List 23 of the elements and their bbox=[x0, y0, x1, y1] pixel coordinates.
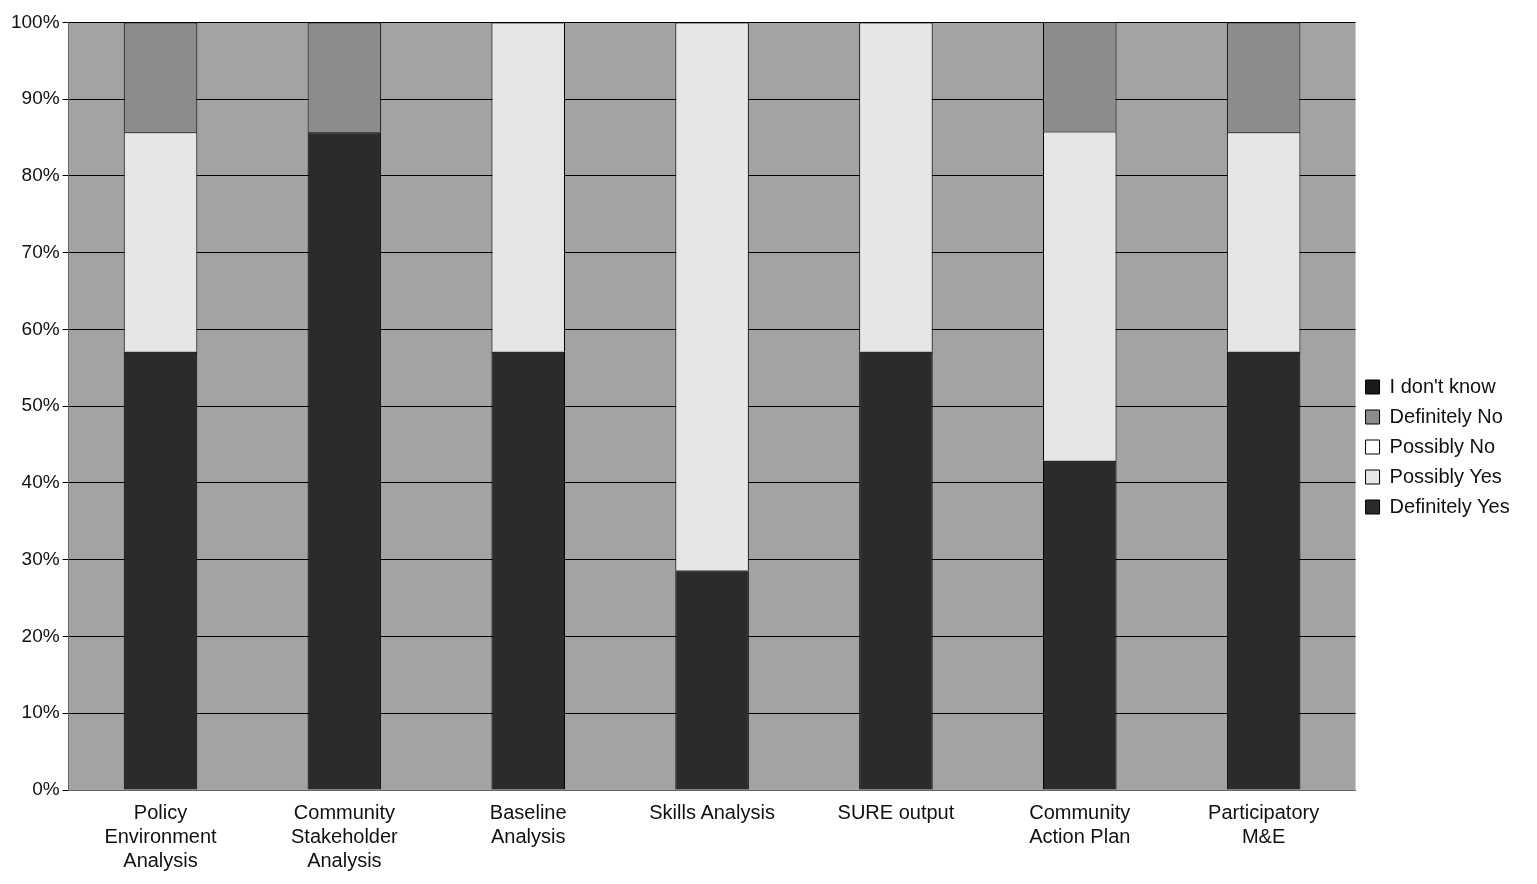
y-tick-label: 40% bbox=[21, 471, 60, 493]
y-tick-label: 0% bbox=[32, 778, 60, 800]
legend-label: Definitely No bbox=[1389, 404, 1503, 427]
x-tick-label: SURE output bbox=[837, 800, 955, 823]
legend-label: Definitely Yes bbox=[1389, 494, 1510, 517]
x-tick-label: Participatory M&E bbox=[1208, 800, 1320, 847]
x-tick-label: Community Action Plan bbox=[1029, 800, 1131, 847]
legend-label: I don't know bbox=[1389, 374, 1497, 397]
y-tick-label: 10% bbox=[21, 701, 60, 723]
y-tick-label: 100% bbox=[10, 10, 60, 32]
y-tick-label: 60% bbox=[21, 317, 60, 339]
y-tick-label: 70% bbox=[21, 240, 60, 262]
y-tick-label: 30% bbox=[21, 547, 60, 569]
x-tick-label: Policy Environment Analysis bbox=[104, 800, 218, 871]
y-tick-label: 90% bbox=[21, 87, 60, 109]
legend-label: Possibly Yes bbox=[1389, 464, 1502, 487]
y-tick-label: 20% bbox=[21, 624, 60, 646]
x-tick-label: Baseline Analysis bbox=[489, 800, 567, 847]
legend-label: Possibly No bbox=[1389, 434, 1496, 457]
x-tick-label: Community Stakeholder Analysis bbox=[291, 800, 399, 871]
x-tick-label: Skills Analysis bbox=[649, 800, 775, 823]
y-tick-label: 50% bbox=[21, 394, 60, 416]
y-tick-label: 80% bbox=[21, 164, 60, 186]
